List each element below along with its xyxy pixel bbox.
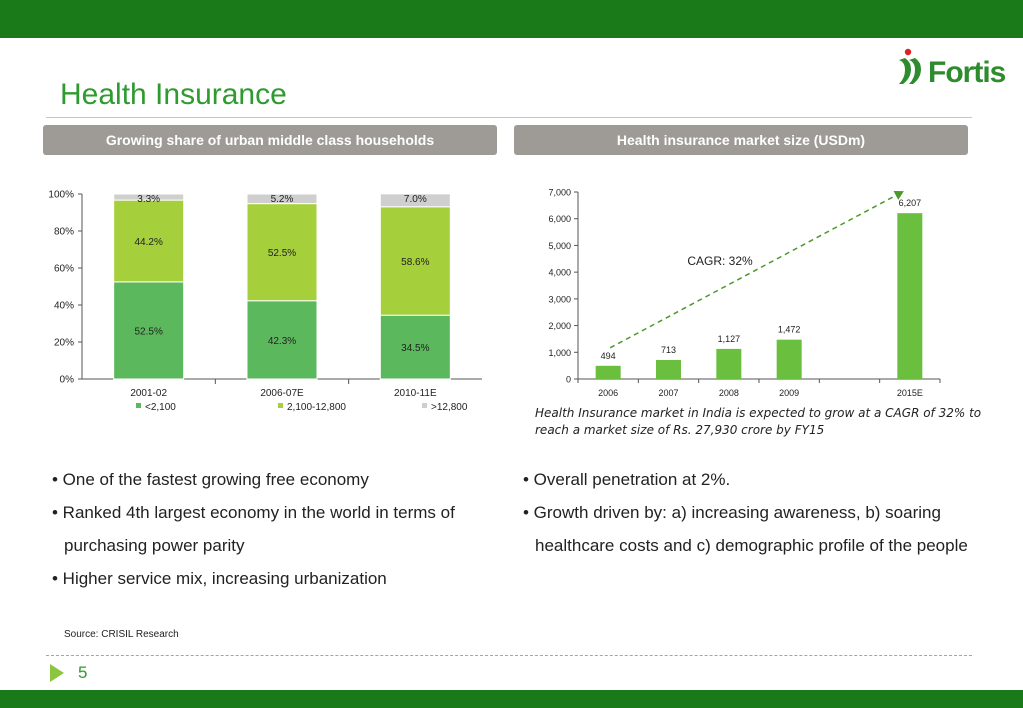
- x-tick-label: 2006-07E: [260, 388, 304, 399]
- title-divider: [46, 117, 972, 118]
- x-tick-label: 2008: [719, 388, 739, 398]
- stacked-bar-segment: [246, 300, 318, 380]
- data-label: 52.5%: [134, 326, 162, 337]
- y-tick-label: 80%: [54, 227, 74, 238]
- data-label: 34.5%: [401, 343, 429, 354]
- data-label: 42.3%: [268, 336, 296, 347]
- logo-figure-icon: [899, 58, 911, 84]
- legend-swatch: [278, 403, 283, 408]
- market-bar: [897, 213, 923, 379]
- page-number: 5: [78, 663, 88, 682]
- data-label: 7.0%: [404, 194, 427, 205]
- y-tick-label: 2,000: [548, 321, 571, 331]
- bullet-item: • Growth driven by: a) increasing awaren…: [523, 503, 968, 555]
- left-bullet-list: • One of the fastest growing free econom…: [52, 463, 492, 595]
- logo-text: Fortis: [928, 56, 1006, 89]
- y-tick-label: 0: [566, 375, 571, 385]
- bullet-item: • Overall penetration at 2%.: [523, 470, 731, 489]
- y-tick-label: 7,000: [548, 188, 571, 198]
- x-tick-label: 2007: [658, 388, 678, 398]
- data-label: 58.6%: [401, 257, 429, 268]
- x-tick-label: 2010-11E: [394, 388, 437, 399]
- household-share-chart: 0% 20% 40% 60% 80% 100% 52.5% 44.2% 3.3% 2001-02 4…: [48, 190, 482, 413]
- fortis-logo: [899, 48, 921, 84]
- stacked-bar-segment: [246, 203, 318, 302]
- stacked-bar-segment: [379, 193, 451, 208]
- market-bar: [776, 339, 802, 379]
- market-size-caption: Health Insurance market in India is expe…: [535, 406, 982, 437]
- x-tick-label: 2001-02: [130, 388, 167, 399]
- bullet-item: • Higher service mix, increasing urbaniz…: [52, 569, 387, 588]
- x-tick-label: 2015E: [897, 388, 923, 398]
- y-tick-label: 40%: [54, 301, 74, 312]
- y-tick-label: 20%: [54, 338, 74, 349]
- left-panel-header: Growing share of urban middle class hous…: [43, 125, 497, 155]
- bullet-item: • Ranked 4th largest economy in the worl…: [52, 503, 455, 555]
- footer-divider: [46, 655, 972, 656]
- data-label: 5.2%: [271, 194, 294, 205]
- y-tick-label: 0%: [60, 375, 75, 386]
- stacked-bar-segment: [246, 193, 318, 205]
- legend-label: 2,100-12,800: [287, 402, 346, 413]
- data-label: 494: [601, 351, 616, 361]
- data-label: 6,207: [899, 198, 922, 208]
- legend-label: >12,800: [431, 402, 468, 413]
- legend-swatch: [422, 403, 427, 408]
- data-label: 713: [661, 345, 676, 355]
- top-banner: [0, 0, 1023, 38]
- right-bullet-list: • Overall penetration at 2%. • Growth dr…: [523, 463, 983, 562]
- trend-arrowhead-icon: [893, 191, 904, 200]
- data-label: 44.2%: [134, 237, 162, 248]
- market-bar: [595, 365, 621, 379]
- stacked-bar-segment: [379, 206, 451, 316]
- market-size-chart: 0 1,000 2,000 3,000 4,000 5,000 6,000 7,000 494 2…: [548, 188, 941, 398]
- cagr-trend-line: [609, 190, 905, 349]
- bottom-banner: [0, 690, 1023, 708]
- data-label: 1,127: [718, 334, 741, 344]
- data-label: 3.3%: [137, 194, 160, 205]
- y-tick-label: 5,000: [548, 241, 571, 251]
- x-tick-label: 2006: [598, 388, 618, 398]
- legend-label: <2,100: [145, 402, 176, 413]
- bullet-item: • One of the fastest growing free econom…: [52, 470, 369, 489]
- y-tick-label: 100%: [48, 190, 74, 201]
- y-tick-label: 6,000: [548, 214, 571, 224]
- y-tick-label: 60%: [54, 264, 74, 275]
- y-tick-label: 3,000: [548, 294, 571, 304]
- market-bar: [656, 359, 681, 379]
- market-bar: [716, 348, 742, 379]
- logo-dot-icon: [904, 48, 912, 56]
- y-tick-label: 1,000: [548, 348, 571, 358]
- x-tick-label: 2009: [779, 388, 799, 398]
- y-tick-label: 4,000: [548, 268, 571, 278]
- source-note: Source: CRISIL Research: [64, 629, 179, 640]
- data-label: 1,472: [778, 325, 801, 335]
- page-arrow-icon: [50, 664, 64, 682]
- right-panel-header: Health insurance market size (USDm): [514, 125, 968, 155]
- stacked-bar-segment: [113, 193, 185, 201]
- slide-title: Health Insurance: [60, 78, 287, 111]
- data-label: 52.5%: [268, 248, 296, 259]
- legend-swatch: [136, 403, 141, 408]
- stacked-bar-segment: [379, 314, 451, 380]
- cagr-annotation: CAGR: 32%: [687, 254, 753, 268]
